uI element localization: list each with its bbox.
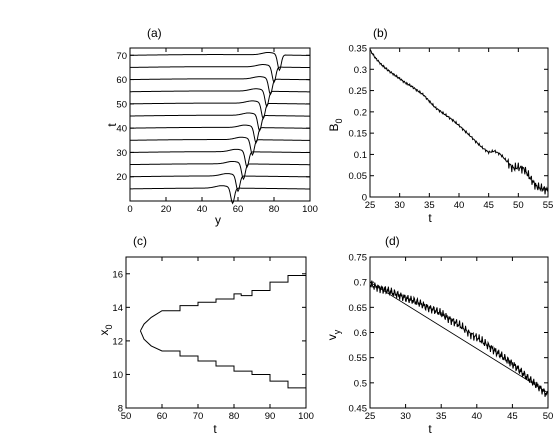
- panel-c-xtick-label: 60: [157, 411, 168, 422]
- panel-a-series-line: [129, 185, 311, 205]
- panel-c-ytick-label: 10: [112, 370, 123, 381]
- panel-b-xtick-label: 40: [454, 200, 465, 211]
- panel-d-ytick-label: 0.5: [354, 378, 367, 389]
- panel-d-ytick-label: 0.45: [349, 404, 368, 415]
- panel-b-ytick-label: 0.25: [349, 86, 368, 97]
- panel-a-xtick-label: 60: [233, 204, 244, 215]
- panel-b-ytick-label: 0.1: [354, 150, 367, 161]
- panel-c-ytick-label: 12: [112, 336, 123, 347]
- panel-c-xlabel: t: [213, 422, 217, 436]
- panel-d-xtick-label: 35: [436, 411, 447, 422]
- panel-c-series-line: [139, 268, 307, 332]
- panel-a-series-line: [129, 64, 311, 84]
- panel-a-ytick-label: 30: [116, 148, 127, 159]
- panel-c-ytick-label: 14: [112, 303, 123, 314]
- panel-d-xtick-label: 30: [400, 411, 411, 422]
- panel-b-xtick-label: 50: [513, 200, 524, 211]
- panel-c-xtick-label: 50: [121, 411, 132, 422]
- panel-c-ylabel: x0: [97, 324, 114, 335]
- panel-d-title: (d): [385, 234, 400, 248]
- panel-b-ytick-label: 0.2: [354, 107, 367, 118]
- panel-b-xtick-label: 35: [424, 200, 435, 211]
- panel-d-xtick-label: 25: [365, 411, 376, 422]
- panel-d-series-line: [369, 280, 549, 397]
- panel-a-xtick-label: 0: [127, 204, 132, 215]
- panel-a-xtick-label: 40: [197, 204, 208, 215]
- panel-c-ytick-label: 8: [118, 404, 123, 415]
- panel-a-series-line: [129, 136, 311, 157]
- panel-b-series-line: [369, 49, 549, 195]
- panel-a-series-line: [129, 160, 311, 181]
- panel-b-ytick-label: 0.15: [349, 129, 368, 140]
- panel-d-ylabel: vy: [325, 329, 342, 340]
- panel-b-ytick-label: 0.3: [354, 65, 367, 76]
- panel-a-ytick-label: 40: [116, 124, 127, 135]
- panel-a-series-line: [129, 51, 311, 72]
- panel-a-ytick-label: 60: [116, 75, 127, 86]
- panel-c-ylabel-main: x: [97, 330, 111, 336]
- panel-a-xtick-label: 20: [161, 204, 172, 215]
- panel-b-xtick-label: 25: [365, 200, 376, 211]
- panel-a-xlabel: y: [215, 213, 221, 227]
- panel-d-xlabel: t: [428, 422, 432, 436]
- panel-d-ytick-label: 0.75: [349, 253, 368, 264]
- panel-c-xtick-label: 80: [229, 411, 240, 422]
- panel-b-xlabel: t: [428, 211, 432, 225]
- panel-a-ytick-label: 70: [116, 51, 127, 62]
- panel-b-xtick-label: 45: [483, 200, 494, 211]
- panel-c-ytick-label: 16: [112, 269, 123, 280]
- panel-d-frame: [369, 256, 549, 409]
- panel-b-ytick-label: 0.35: [349, 44, 368, 55]
- panel-c-ylabel-sub: 0: [104, 324, 114, 329]
- panel-c-series-line: [139, 330, 307, 395]
- panel-a-xtick-label: 80: [269, 204, 280, 215]
- panel-a-series-line: [129, 173, 311, 193]
- panel-c-title: (c): [133, 234, 147, 248]
- panel-d-xtick-label: 45: [507, 411, 518, 422]
- panel-b-ytick-label: 0: [362, 193, 367, 204]
- panel-a-series-line: [129, 124, 311, 144]
- panel-c-xtick-label: 90: [265, 411, 276, 422]
- panel-a-ytick-label: 20: [116, 172, 127, 183]
- panel-c-frame: [125, 256, 307, 409]
- panel-a-ytick-label: 50: [116, 99, 127, 110]
- panel-b-ylabel-main: B: [327, 124, 341, 132]
- panel-c-xtick-label: 100: [298, 411, 314, 422]
- panel-d-xtick-label: 50: [543, 411, 553, 422]
- panel-d-ytick-label: 0.65: [349, 303, 368, 314]
- panel-a-series-line: [129, 148, 311, 169]
- panel-a-series-line: [129, 76, 311, 96]
- panel-a-series-line: [129, 88, 311, 108]
- panel-a-series-line: [129, 100, 311, 120]
- panel-b-xtick-label: 30: [394, 200, 405, 211]
- panel-b-ylabel: B0: [327, 118, 344, 131]
- panel-b-xtick-label: 55: [543, 200, 553, 211]
- panel-d-ylabel-sub: y: [332, 329, 342, 334]
- panel-b-frame: [369, 47, 549, 198]
- panel-d-ytick-label: 0.7: [354, 278, 367, 289]
- panel-d-ylabel-main: v: [325, 334, 339, 340]
- panel-c-xtick-label: 70: [193, 411, 204, 422]
- panel-a-ylabel: t: [105, 123, 119, 127]
- panel-a-title: (a): [147, 26, 162, 40]
- panel-d-trend-line: [369, 281, 549, 394]
- panel-d-ytick-label: 0.55: [349, 353, 368, 364]
- panel-b-title: (b): [373, 26, 388, 40]
- panel-a-series-line: [129, 112, 311, 132]
- panel-b-ytick-label: 0.05: [349, 171, 368, 182]
- panel-a-frame: [129, 47, 311, 202]
- panel-d-xtick-label: 40: [472, 411, 483, 422]
- panel-d-ytick-label: 0.6: [354, 328, 367, 339]
- panel-a-xtick-label: 100: [302, 204, 318, 215]
- panel-b-ylabel-sub: 0: [334, 118, 344, 123]
